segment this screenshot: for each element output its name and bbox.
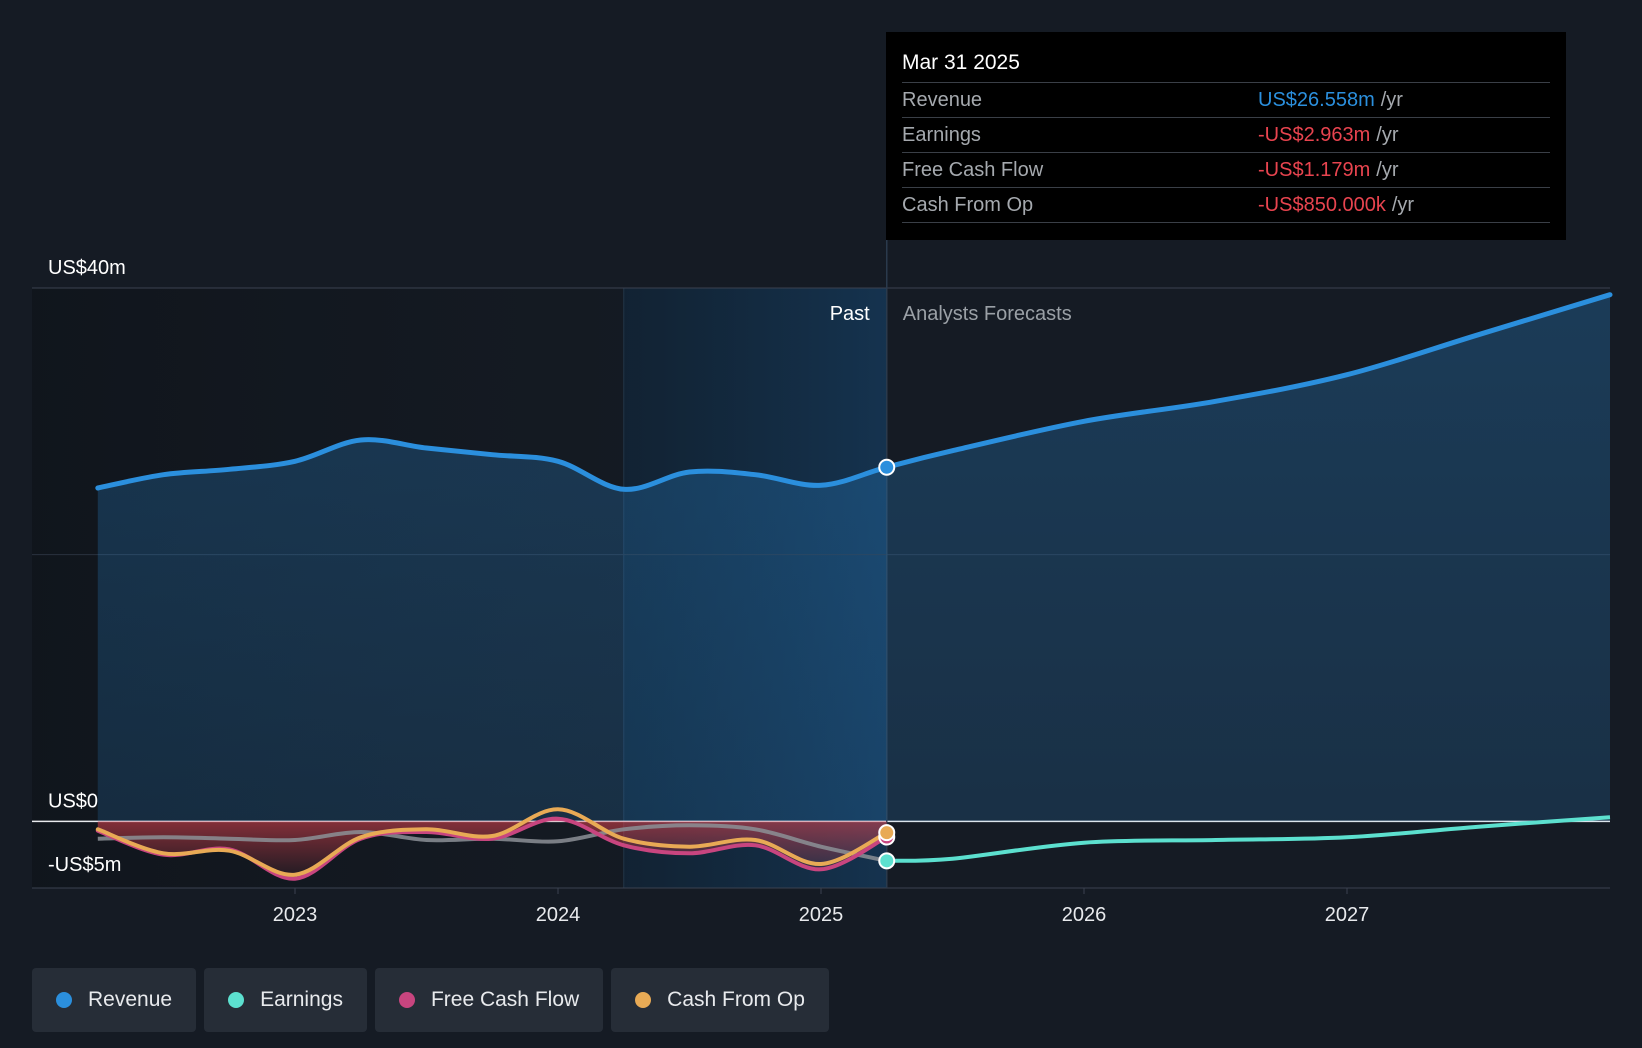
tooltip-row-cash-from-op: Cash From Op -US$850.000k /yr [902, 188, 1550, 223]
forecast-label: Analysts Forecasts [903, 303, 1072, 325]
x-tick-label: 2026 [1062, 904, 1107, 926]
tooltip-unit: /yr [1376, 159, 1399, 181]
tooltip-row-free-cash-flow: Free Cash Flow -US$1.179m /yr [902, 153, 1550, 188]
legend-item-earnings[interactable]: Earnings [204, 968, 367, 1032]
tooltip-label: Cash From Op [902, 194, 1034, 216]
x-tick-label: 2024 [536, 904, 581, 926]
x-tick-label: 2023 [273, 904, 318, 926]
y-tick-label: US$40m [48, 257, 126, 279]
past-label: Past [830, 303, 870, 325]
x-tick-label: 2027 [1325, 904, 1370, 926]
legend-item-free-cash-flow[interactable]: Free Cash Flow [374, 968, 604, 1032]
tooltip-unit: /yr [1380, 89, 1403, 111]
tooltip-value: -US$1.179m [1258, 159, 1371, 181]
legend: Revenue Earnings Free Cash Flow Cash Fro… [32, 968, 829, 1032]
tooltip-row-revenue: Revenue US$26.558m /yr [902, 83, 1550, 118]
cash-from-op-dot-icon [635, 992, 652, 1008]
y-tick-label: US$0 [48, 790, 98, 812]
tooltip-label: Earnings [902, 124, 981, 146]
legend-label: Cash From Op [667, 988, 805, 1011]
tooltip-date: Mar 31 2025 [902, 44, 1550, 83]
revenue-area [97, 294, 1610, 822]
earnings-dot-icon [228, 992, 245, 1008]
tooltip: Mar 31 2025 Revenue US$26.558m /yr Earni… [886, 32, 1566, 240]
y-tick-label: -US$5m [48, 854, 121, 876]
legend-label: Free Cash Flow [430, 988, 580, 1011]
revenue-dot-icon [56, 992, 72, 1008]
x-tick-label: 2025 [799, 904, 844, 926]
legend-item-cash-from-op[interactable]: Cash From Op [611, 968, 829, 1032]
earnings-marker [878, 852, 896, 870]
tooltip-row-earnings: Earnings -US$2.963m /yr [902, 118, 1550, 153]
tooltip-value: -US$850.000k [1258, 194, 1386, 216]
cash-from-op-marker [878, 824, 896, 842]
legend-item-revenue[interactable]: Revenue [32, 968, 197, 1032]
tooltip-unit: /yr [1376, 124, 1399, 146]
revenue-marker [878, 458, 896, 476]
tooltip-value: -US$2.963m [1258, 124, 1371, 146]
revenue-line [95, 292, 1613, 492]
tooltip-unit: /yr [1391, 194, 1415, 216]
negative-area [97, 818, 887, 879]
cash-from-op-line [95, 807, 889, 877]
free-cash-flow-dot-icon [398, 992, 415, 1008]
legend-label: Earnings [260, 988, 343, 1011]
tooltip-label: Revenue [902, 89, 983, 111]
legend-label: Revenue [88, 988, 173, 1011]
earnings-line-forecast [886, 815, 1611, 863]
tooltip-value: US$26.558m [1258, 89, 1375, 111]
tooltip-label: Free Cash Flow [902, 159, 1044, 181]
